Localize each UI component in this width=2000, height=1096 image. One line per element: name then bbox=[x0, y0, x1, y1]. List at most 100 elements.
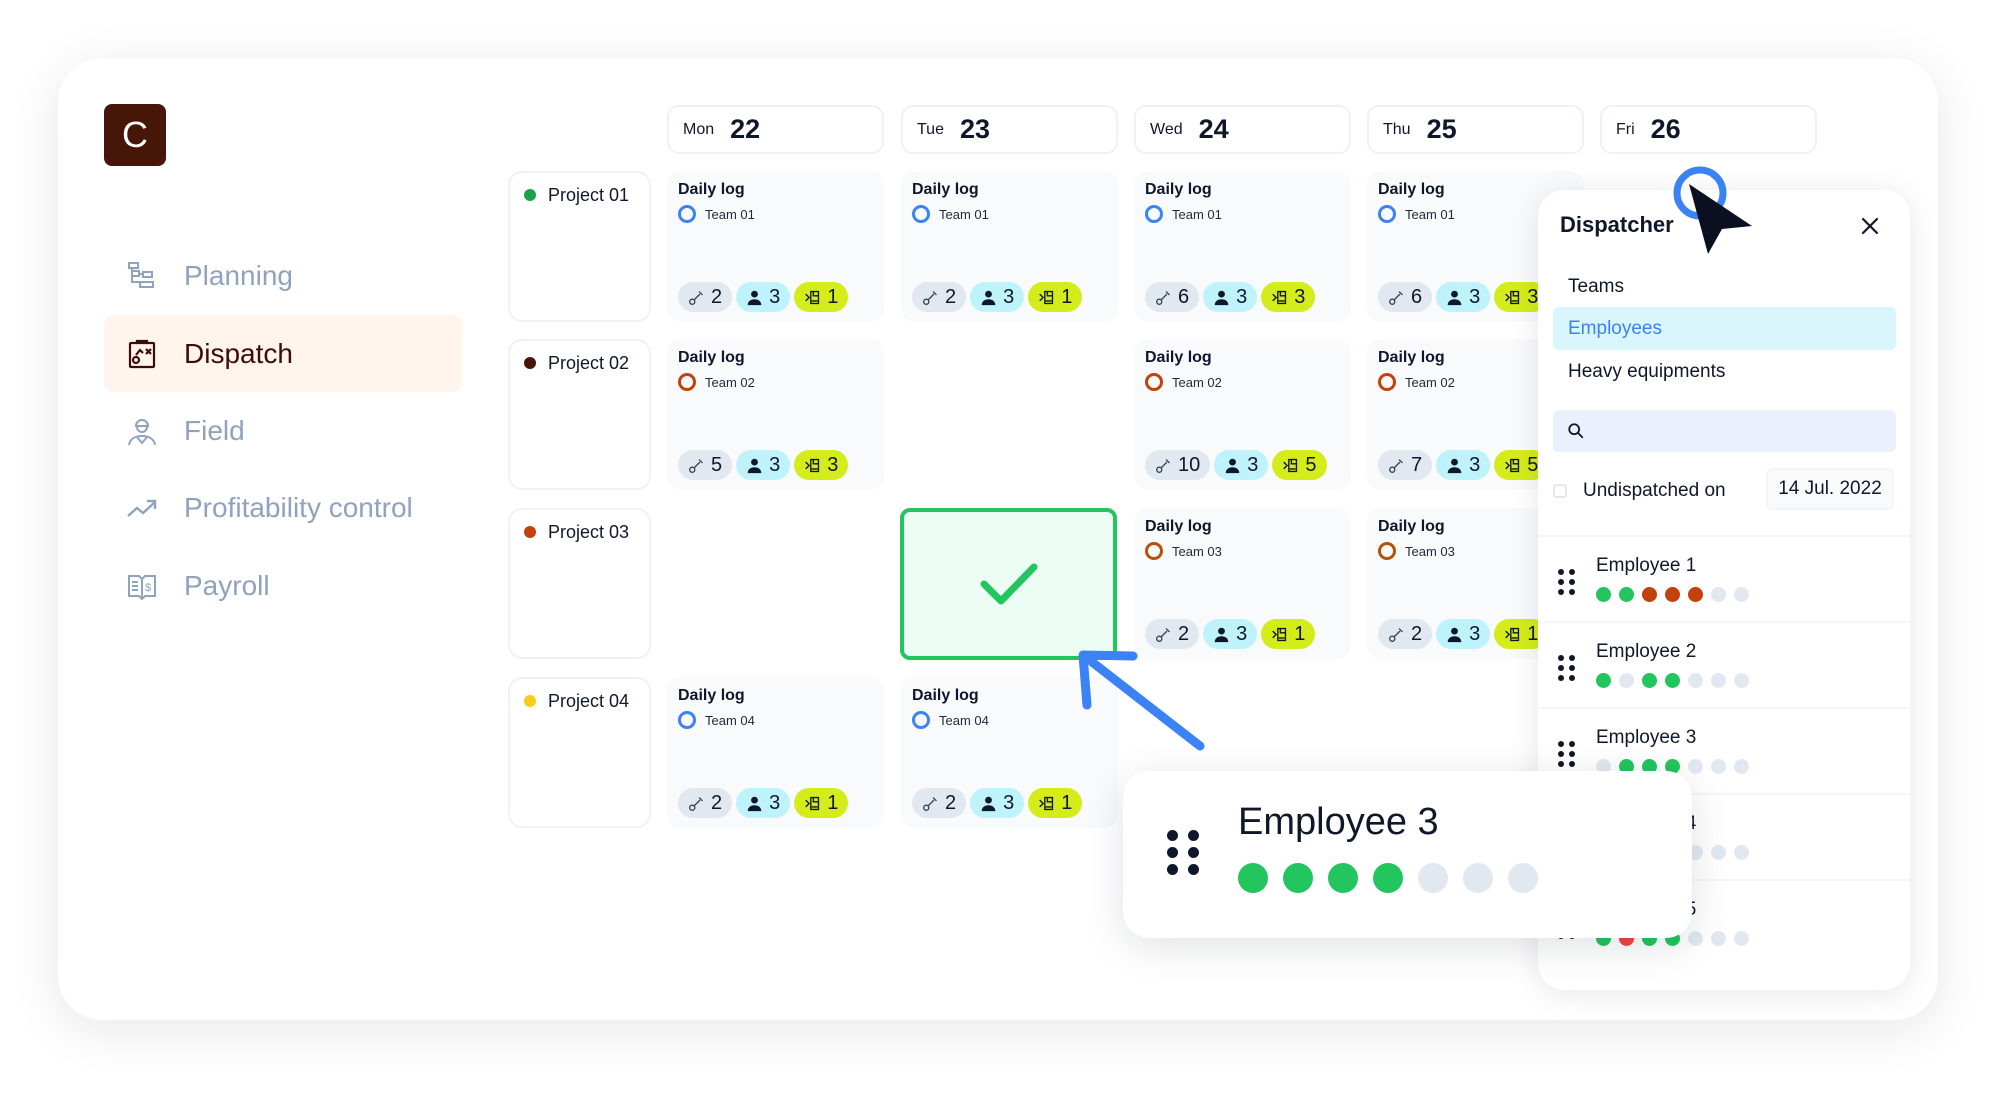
project-row-header[interactable]: Project 04 bbox=[508, 677, 651, 828]
sidebar-item-payroll[interactable]: $ Payroll bbox=[104, 547, 462, 624]
excavator-icon bbox=[1504, 457, 1521, 474]
people-count: 3 bbox=[769, 453, 781, 476]
daily-log-card[interactable]: Daily log Team 01 2 3 1 bbox=[901, 171, 1118, 322]
team-name: Team 01 bbox=[1172, 206, 1222, 222]
card-title: Daily log bbox=[1145, 181, 1212, 198]
person-icon bbox=[1213, 289, 1230, 306]
sidebar-item-profitability[interactable]: Profitability control bbox=[104, 469, 462, 546]
sidebar-item-dispatch[interactable]: Dispatch bbox=[104, 315, 462, 392]
tab-heavy-equipments[interactable]: Heavy equipments bbox=[1568, 360, 1726, 382]
drag-handle-icon[interactable] bbox=[1558, 655, 1575, 681]
people-count: 3 bbox=[769, 285, 781, 308]
date-picker[interactable]: 14 Jul. 2022 bbox=[1766, 468, 1894, 510]
team-status-icon bbox=[678, 373, 696, 391]
card-title: Daily log bbox=[678, 687, 745, 704]
project-row-header[interactable]: Project 02 bbox=[508, 339, 651, 490]
tools-badge: 5 bbox=[678, 450, 733, 480]
employee-list-item[interactable]: Employee 1 bbox=[1538, 535, 1910, 621]
availability-dot bbox=[1328, 863, 1358, 893]
equipment-count: 5 bbox=[1527, 453, 1539, 476]
excavator-icon bbox=[1038, 795, 1055, 812]
team-name: Team 01 bbox=[939, 206, 989, 222]
availability-dot bbox=[1688, 673, 1703, 688]
daily-log-card[interactable]: Daily log Team 03 2 3 1 bbox=[1134, 508, 1351, 659]
sidebar-item-planning[interactable]: Planning bbox=[104, 237, 462, 314]
tab-teams[interactable]: Teams bbox=[1568, 275, 1624, 297]
daily-log-card[interactable]: Daily log Team 02 10 3 5 bbox=[1134, 339, 1351, 490]
people-badge: 3 bbox=[736, 788, 791, 818]
day-date: 22 bbox=[730, 114, 761, 144]
equipment-badge: 1 bbox=[794, 282, 849, 312]
availability-dot bbox=[1418, 863, 1448, 893]
day-header: Wed 24 bbox=[1134, 105, 1351, 154]
equipment-badge: 1 bbox=[1028, 788, 1083, 818]
trend-up-icon bbox=[104, 492, 184, 524]
payroll-book-icon: $ bbox=[104, 570, 184, 602]
availability-dots bbox=[1596, 673, 1749, 688]
equipment-count: 1 bbox=[1061, 791, 1073, 814]
card-title: Daily log bbox=[912, 687, 979, 704]
excavator-icon bbox=[1271, 289, 1288, 306]
card-title: Daily log bbox=[678, 349, 745, 366]
daily-log-card[interactable]: Daily log Team 01 2 3 1 bbox=[667, 171, 884, 322]
sidebar-item-field[interactable]: Field bbox=[104, 392, 462, 469]
drag-handle-icon[interactable] bbox=[1558, 569, 1575, 595]
team-status-icon bbox=[912, 205, 930, 223]
employee-list-item[interactable]: Employee 2 bbox=[1538, 621, 1910, 707]
wrench-icon bbox=[922, 289, 939, 306]
tools-count: 7 bbox=[1411, 453, 1423, 476]
person-icon bbox=[980, 289, 997, 306]
availability-dot bbox=[1642, 673, 1657, 688]
availability-dot bbox=[1734, 673, 1749, 688]
svg-text:$: $ bbox=[145, 582, 151, 594]
day-header: Tue 23 bbox=[901, 105, 1118, 154]
availability-dot bbox=[1619, 759, 1634, 774]
tools-count: 2 bbox=[711, 791, 723, 814]
team-name: Team 02 bbox=[1405, 374, 1455, 390]
day-date: 23 bbox=[959, 114, 991, 144]
people-count: 3 bbox=[1247, 453, 1259, 476]
day-header: Thu 25 bbox=[1367, 105, 1584, 154]
availability-dots bbox=[1596, 759, 1749, 774]
dragged-employee-card[interactable]: Employee 3 bbox=[1123, 771, 1692, 938]
equipment-count: 1 bbox=[1527, 622, 1539, 645]
availability-dot bbox=[1688, 759, 1703, 774]
equipment-count: 3 bbox=[827, 453, 839, 476]
sidebar-item-label: Dispatch bbox=[184, 337, 293, 369]
close-icon[interactable] bbox=[1858, 214, 1882, 238]
drop-target[interactable] bbox=[900, 508, 1117, 660]
wrench-icon bbox=[1155, 626, 1172, 643]
day-date: 24 bbox=[1198, 114, 1229, 144]
people-badge: 3 bbox=[1203, 282, 1258, 312]
equipment-count: 3 bbox=[1527, 285, 1539, 308]
team-name: Team 02 bbox=[1172, 374, 1222, 390]
equipment-badge: 3 bbox=[1261, 282, 1316, 312]
day-header: Mon 22 bbox=[667, 105, 884, 154]
daily-log-card[interactable]: Daily log Team 04 2 3 1 bbox=[667, 677, 884, 828]
excavator-icon bbox=[1504, 289, 1521, 306]
daily-log-card[interactable]: Daily log Team 04 2 3 1 bbox=[901, 677, 1118, 828]
checkmark-icon bbox=[980, 563, 1037, 605]
equipment-badge: 3 bbox=[794, 450, 849, 480]
drag-handle-icon[interactable] bbox=[1558, 741, 1575, 767]
card-title: Daily log bbox=[1145, 349, 1212, 366]
sidebar-item-label: Field bbox=[184, 414, 245, 446]
undispatched-checkbox[interactable] bbox=[1553, 484, 1567, 498]
tools-badge: 2 bbox=[678, 282, 733, 312]
daily-log-card[interactable]: Daily log Team 01 6 3 3 bbox=[1134, 171, 1351, 322]
employee-list-item[interactable]: Employee 3 bbox=[1538, 707, 1910, 793]
card-title: Daily log bbox=[1378, 518, 1445, 535]
drag-handle-icon[interactable] bbox=[1167, 830, 1199, 875]
availability-dot bbox=[1619, 587, 1634, 602]
team-status-icon bbox=[1378, 542, 1396, 560]
daily-log-card[interactable]: Daily log Team 02 5 3 3 bbox=[667, 339, 884, 490]
employee-name: Employee 1 bbox=[1596, 555, 1697, 576]
search-input[interactable] bbox=[1553, 410, 1896, 452]
project-row-header[interactable]: Project 03 bbox=[508, 508, 651, 659]
availability-dot bbox=[1665, 673, 1680, 688]
tab-employees[interactable]: Employees bbox=[1553, 307, 1896, 350]
tools-badge: 2 bbox=[912, 788, 967, 818]
equipment-badge: 1 bbox=[1261, 619, 1316, 649]
project-row-header[interactable]: Project 01 bbox=[508, 171, 651, 322]
people-badge: 3 bbox=[1436, 282, 1491, 312]
